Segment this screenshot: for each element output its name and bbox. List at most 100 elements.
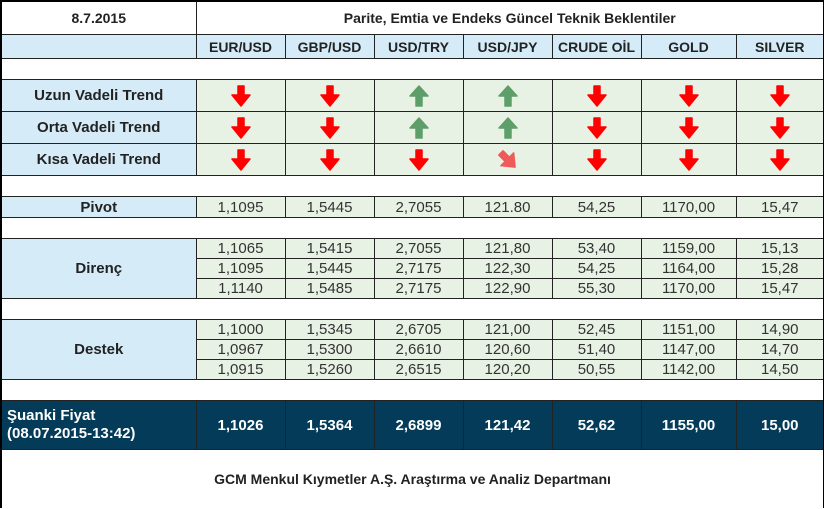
report-title: Parite, Emtia ve Endeks Güncel Teknik Be… (195, 0, 824, 35)
trend-cell (735, 79, 824, 112)
down-arrow-icon (228, 116, 254, 140)
trend-cell (640, 143, 737, 176)
current-price-value: 121,42 (462, 400, 553, 450)
spacer-row (0, 217, 824, 239)
spacer-row (0, 58, 824, 80)
trend-cell (551, 79, 642, 112)
support-value: 52,45 (551, 319, 642, 340)
resistance-value: 2,7175 (373, 258, 464, 279)
title-row: 8.7.2015 Parite, Emtia ve Endeks Güncel … (0, 0, 824, 35)
trend-cell (373, 79, 464, 112)
up-arrow-icon (495, 84, 521, 108)
support-value: 120,20 (462, 359, 553, 380)
trend-cell (551, 143, 642, 176)
support-value: 1,0967 (195, 339, 286, 360)
trend-cell (735, 143, 824, 176)
down-arrow-icon (317, 84, 343, 108)
trend-cell (640, 111, 737, 144)
column-header: USD/JPY (462, 34, 553, 59)
down-arrow-icon (584, 116, 610, 140)
down-arrow-icon (584, 148, 610, 172)
trend-cell (735, 111, 824, 144)
resistance-value: 1,1095 (195, 258, 286, 279)
trend-cell (462, 79, 553, 112)
support-value: 1,5345 (284, 319, 375, 340)
current-price-value: 15,00 (735, 400, 824, 450)
resistance-value: 1159,00 (640, 238, 737, 259)
support-value: 50,55 (551, 359, 642, 380)
down-arrow-icon (767, 84, 793, 108)
down-arrow-icon (228, 84, 254, 108)
support-value: 51,40 (551, 339, 642, 360)
trend-row-short: Kısa Vadeli Trend (0, 143, 824, 176)
trend-cell (462, 143, 553, 176)
resistance-value: 1,5485 (284, 278, 375, 299)
trend-cell (640, 79, 737, 112)
support-value: 1142,00 (640, 359, 737, 380)
row-label: Orta Vadeli Trend (0, 111, 197, 144)
resistance-value: 2,7175 (373, 278, 464, 299)
pivot-value: 1170,00 (640, 196, 737, 218)
support-value: 14,90 (735, 319, 824, 340)
trend-cell (195, 79, 286, 112)
spacer-row (0, 379, 824, 401)
row-label: Uzun Vadeli Trend (0, 79, 197, 112)
down-arrow-icon (317, 148, 343, 172)
pivot-value: 15,47 (735, 196, 824, 218)
support-value: 120,60 (462, 339, 553, 360)
current-price-value: 2,6899 (373, 400, 464, 450)
resistance-value: 15,13 (735, 238, 824, 259)
resistance-value: 53,40 (551, 238, 642, 259)
resistance-value: 1,5415 (284, 238, 375, 259)
trend-cell (284, 143, 375, 176)
current-price-label: Şuanki Fiyat (08.07.2015-13:42) (0, 400, 197, 450)
row-label: Direnç (0, 238, 197, 299)
down-arrow-icon (228, 148, 254, 172)
resistance-value: 122,90 (462, 278, 553, 299)
resistance-value: 15,28 (735, 258, 824, 279)
support-value: 14,70 (735, 339, 824, 360)
down-arrow-icon (406, 148, 432, 172)
pivot-value: 1,1095 (195, 196, 286, 218)
support-value: 2,6610 (373, 339, 464, 360)
row-label: Destek (0, 319, 197, 380)
resistance-value: 2,7055 (373, 238, 464, 259)
current-price-value: 52,62 (551, 400, 642, 450)
pivot-value: 54,25 (551, 196, 642, 218)
spacer-row (0, 298, 824, 320)
support-value: 121,00 (462, 319, 553, 340)
down-arrow-icon (676, 148, 702, 172)
report-date: 8.7.2015 (0, 0, 197, 35)
down-arrow-icon (317, 116, 343, 140)
current-price-title: Şuanki Fiyat (7, 407, 96, 424)
pivot-value: 121.80 (462, 196, 553, 218)
down-arrow-icon (676, 84, 702, 108)
support-row: 1,0967 1,5300 2,6610 120,60 51,40 1147,0… (1, 339, 824, 360)
support-value: 1,5300 (284, 339, 375, 360)
trend-cell (462, 111, 553, 144)
resistance-value: 1170,00 (640, 278, 737, 299)
support-value: 1,0915 (195, 359, 286, 380)
footer-text: GCM Menkul Kıymetler A.Ş. Araştırma ve A… (0, 449, 824, 508)
pivot-value: 1,5445 (284, 196, 375, 218)
column-header: USD/TRY (373, 34, 464, 59)
trend-cell (373, 111, 464, 144)
current-price-row: Şuanki Fiyat (08.07.2015-13:42) 1,1026 1… (0, 400, 824, 450)
up-arrow-icon (406, 84, 432, 108)
support-value: 1147,00 (640, 339, 737, 360)
column-header: EUR/USD (195, 34, 286, 59)
up-arrow-icon (406, 116, 432, 140)
support-value: 2,6705 (373, 319, 464, 340)
pivot-value: 2,7055 (373, 196, 464, 218)
resistance-value: 1,1140 (195, 278, 286, 299)
support-row: 1,0915 1,5260 2,6515 120,20 50,55 1142,0… (1, 359, 824, 380)
trend-row-long: Uzun Vadeli Trend (0, 79, 824, 112)
trend-cell (195, 111, 286, 144)
current-price-timestamp: (08.07.2015-13:42) (7, 425, 136, 442)
support-value: 14,50 (735, 359, 824, 380)
resistance-value: 15,47 (735, 278, 824, 299)
row-label: Kısa Vadeli Trend (0, 143, 197, 176)
support-row: Destek 1,1000 1,5345 2,6705 121,00 52,45… (0, 319, 824, 380)
resistance-value: 55,30 (551, 278, 642, 299)
